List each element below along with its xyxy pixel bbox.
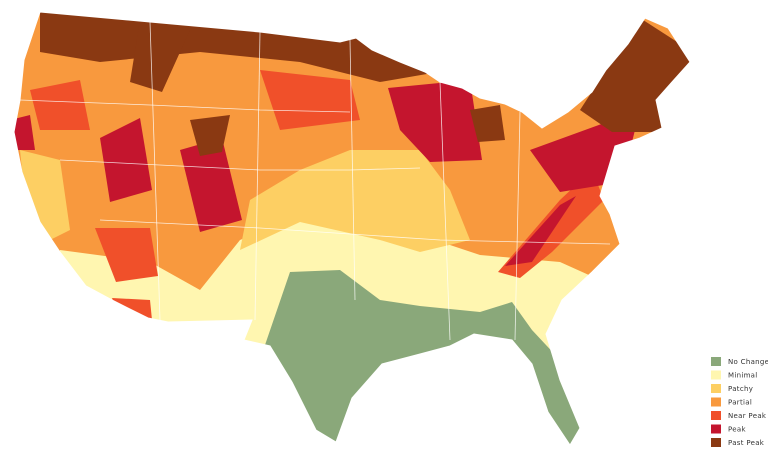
legend-swatch bbox=[711, 438, 721, 447]
legend-label: Partial bbox=[728, 398, 752, 406]
legend-label: Past Peak bbox=[728, 439, 765, 447]
region bbox=[20, 150, 70, 240]
border-line bbox=[19, 99, 351, 113]
region bbox=[190, 115, 230, 156]
region bbox=[260, 70, 360, 130]
region bbox=[505, 196, 576, 266]
legend: No Change Minimal Patchy Partial Near Peak Pe… bbox=[711, 357, 768, 447]
legend-swatch bbox=[711, 384, 721, 393]
legend-label: Patchy bbox=[728, 385, 753, 393]
region bbox=[95, 228, 158, 282]
border-line bbox=[254, 31, 261, 321]
legend-swatch bbox=[711, 424, 721, 434]
region bbox=[130, 20, 190, 92]
legend-swatch bbox=[711, 411, 721, 420]
region bbox=[388, 80, 482, 162]
legend-swatch bbox=[711, 370, 721, 380]
border-line bbox=[149, 21, 161, 321]
border-line bbox=[99, 219, 611, 245]
region bbox=[180, 138, 242, 232]
legend-label: No Change bbox=[728, 358, 768, 366]
legend-label: Near Peak bbox=[728, 412, 767, 420]
border-line bbox=[59, 159, 421, 171]
legend-label: Peak bbox=[728, 425, 746, 433]
region bbox=[580, 18, 690, 132]
region bbox=[100, 118, 152, 202]
region bbox=[240, 150, 470, 252]
border-line bbox=[349, 39, 356, 301]
legend-label: Minimal bbox=[728, 371, 758, 379]
region bbox=[30, 80, 90, 130]
border-line bbox=[439, 81, 451, 341]
legend-swatch bbox=[711, 357, 721, 366]
state-borders bbox=[19, 21, 611, 341]
legend-swatch bbox=[711, 397, 721, 407]
region bbox=[470, 105, 505, 142]
border-line bbox=[514, 111, 521, 341]
